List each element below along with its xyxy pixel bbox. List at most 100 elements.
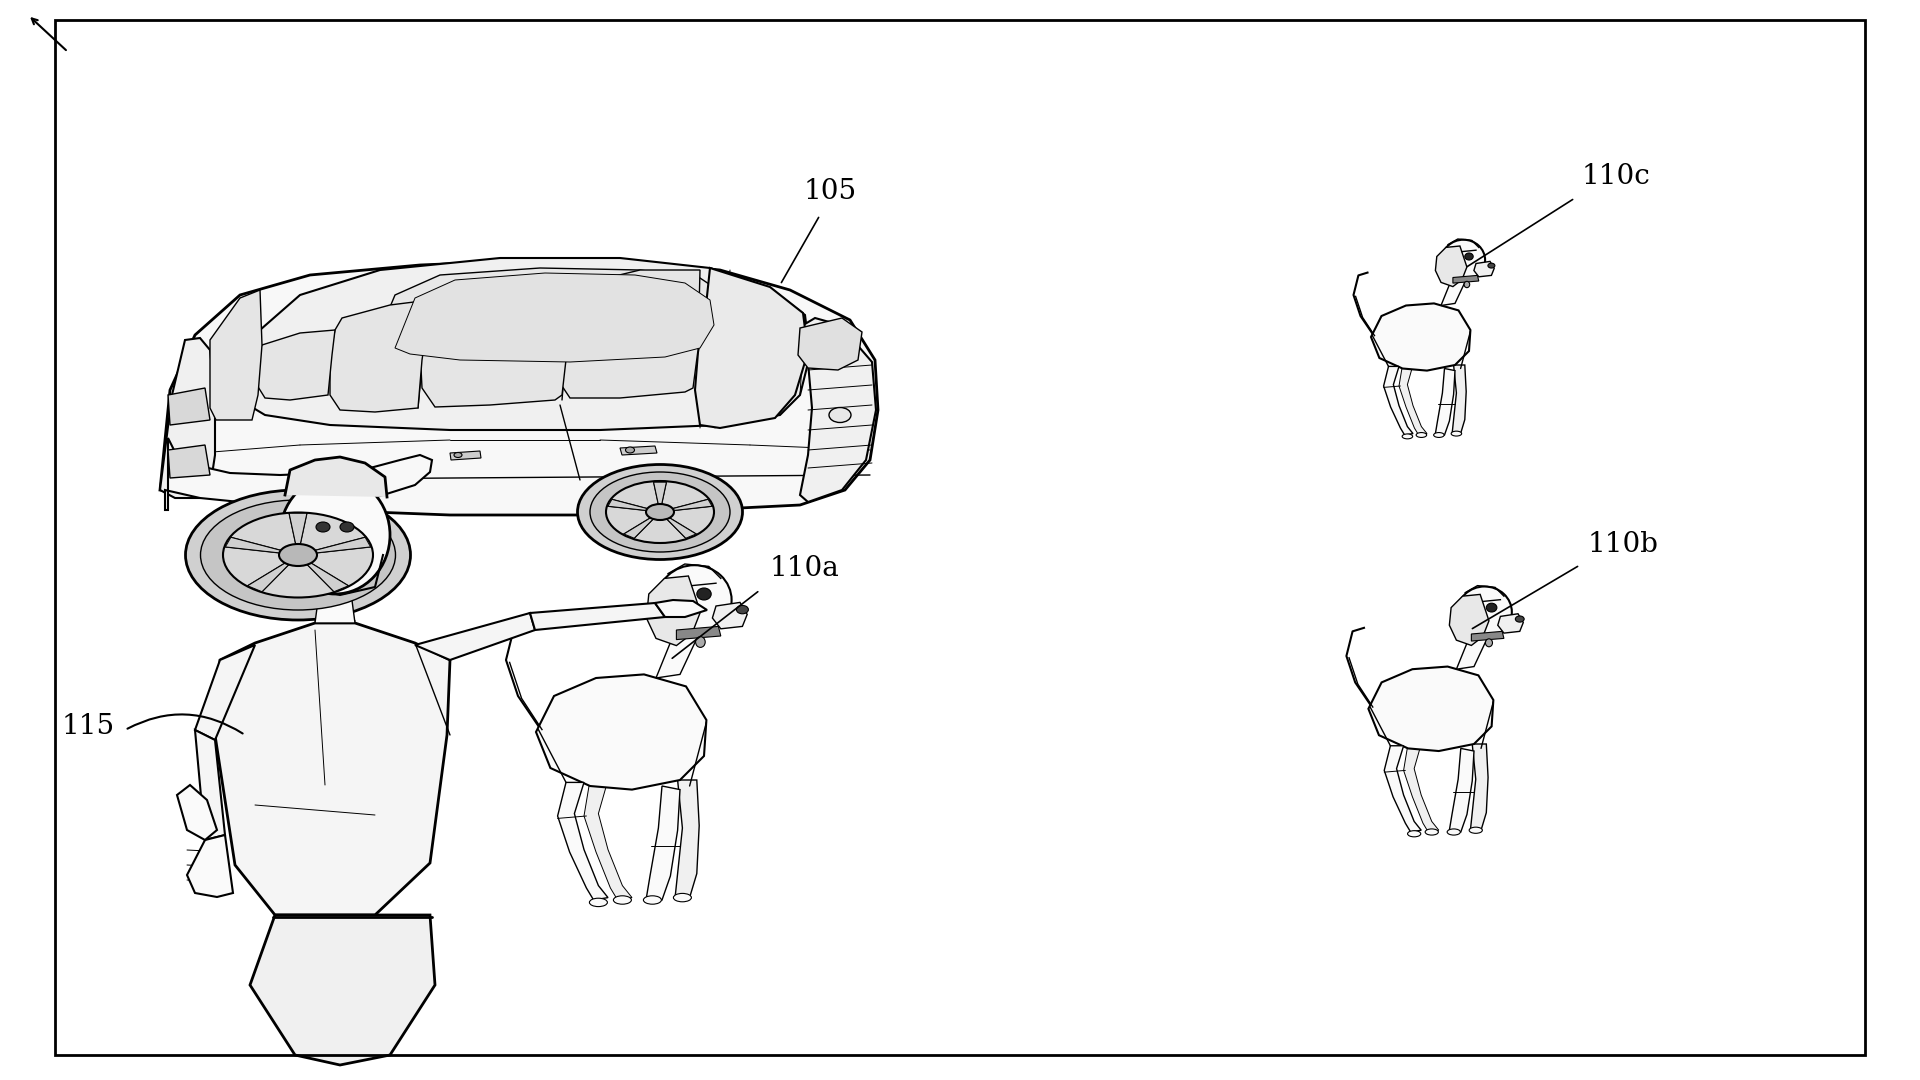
Polygon shape (159, 338, 215, 498)
Polygon shape (1442, 280, 1465, 306)
Ellipse shape (1515, 616, 1524, 622)
Polygon shape (795, 318, 876, 502)
Text: 110a: 110a (770, 555, 839, 582)
Polygon shape (240, 258, 810, 430)
Polygon shape (449, 451, 482, 460)
Polygon shape (284, 457, 388, 497)
Ellipse shape (1465, 253, 1473, 260)
Ellipse shape (1425, 829, 1438, 835)
Polygon shape (1498, 613, 1523, 633)
Polygon shape (307, 563, 348, 592)
Polygon shape (215, 623, 449, 915)
Polygon shape (799, 318, 862, 370)
Polygon shape (396, 273, 714, 362)
Polygon shape (1436, 368, 1455, 435)
Polygon shape (290, 513, 307, 544)
Polygon shape (657, 634, 699, 678)
Ellipse shape (317, 522, 330, 532)
Polygon shape (1371, 303, 1471, 370)
Polygon shape (169, 445, 209, 478)
Ellipse shape (1407, 831, 1421, 837)
Ellipse shape (1457, 586, 1511, 637)
Text: 110b: 110b (1588, 531, 1659, 558)
Polygon shape (676, 780, 699, 897)
Polygon shape (1369, 666, 1494, 751)
Polygon shape (1450, 594, 1490, 646)
Polygon shape (186, 835, 232, 897)
Polygon shape (371, 268, 735, 375)
Polygon shape (169, 388, 209, 426)
Polygon shape (620, 446, 657, 455)
Polygon shape (420, 278, 572, 407)
Polygon shape (1404, 744, 1438, 832)
Polygon shape (255, 330, 334, 400)
Polygon shape (159, 260, 877, 515)
Polygon shape (225, 538, 280, 553)
Polygon shape (196, 645, 255, 740)
Text: 115: 115 (61, 714, 115, 741)
Ellipse shape (612, 895, 632, 904)
Polygon shape (712, 603, 747, 629)
Polygon shape (609, 499, 647, 511)
Polygon shape (330, 300, 430, 411)
Polygon shape (672, 499, 712, 511)
Polygon shape (555, 270, 701, 399)
Polygon shape (647, 576, 701, 646)
Polygon shape (557, 782, 609, 900)
Ellipse shape (589, 899, 607, 906)
Polygon shape (196, 730, 225, 840)
Ellipse shape (1486, 639, 1492, 647)
Ellipse shape (1434, 433, 1444, 437)
Polygon shape (165, 438, 432, 510)
Ellipse shape (1486, 604, 1498, 612)
Ellipse shape (645, 504, 674, 519)
Ellipse shape (589, 472, 730, 552)
Polygon shape (1471, 744, 1488, 831)
Polygon shape (1475, 261, 1494, 276)
Ellipse shape (1448, 829, 1461, 835)
Ellipse shape (829, 407, 851, 422)
Polygon shape (1400, 365, 1427, 435)
Polygon shape (1436, 246, 1467, 286)
Polygon shape (1452, 365, 1467, 433)
Ellipse shape (626, 447, 634, 453)
Ellipse shape (1469, 827, 1482, 834)
Polygon shape (315, 593, 355, 623)
Ellipse shape (1452, 431, 1461, 436)
Ellipse shape (280, 476, 390, 594)
Ellipse shape (643, 895, 660, 904)
Ellipse shape (697, 588, 710, 600)
Ellipse shape (1417, 433, 1427, 437)
Ellipse shape (275, 531, 296, 559)
Polygon shape (647, 786, 680, 900)
Polygon shape (624, 518, 653, 538)
Polygon shape (1450, 748, 1475, 832)
Ellipse shape (278, 544, 317, 566)
Polygon shape (250, 915, 436, 1065)
Ellipse shape (1488, 264, 1496, 268)
Polygon shape (695, 268, 808, 428)
Ellipse shape (695, 636, 705, 647)
Ellipse shape (657, 565, 732, 635)
Ellipse shape (223, 513, 372, 597)
Ellipse shape (1402, 434, 1413, 438)
Ellipse shape (1465, 282, 1469, 287)
Ellipse shape (607, 481, 714, 543)
Polygon shape (1457, 636, 1488, 670)
Ellipse shape (578, 464, 743, 559)
Polygon shape (666, 518, 697, 538)
Text: 110c: 110c (1582, 163, 1651, 190)
Ellipse shape (186, 490, 411, 620)
Polygon shape (676, 626, 720, 639)
Polygon shape (530, 603, 664, 630)
Polygon shape (1453, 275, 1478, 283)
Polygon shape (653, 482, 666, 504)
Ellipse shape (737, 606, 749, 613)
Ellipse shape (674, 893, 691, 902)
Polygon shape (1384, 746, 1421, 832)
Ellipse shape (1442, 240, 1484, 281)
Polygon shape (415, 613, 536, 660)
Ellipse shape (200, 500, 396, 610)
Polygon shape (177, 785, 217, 840)
Polygon shape (1471, 632, 1503, 642)
